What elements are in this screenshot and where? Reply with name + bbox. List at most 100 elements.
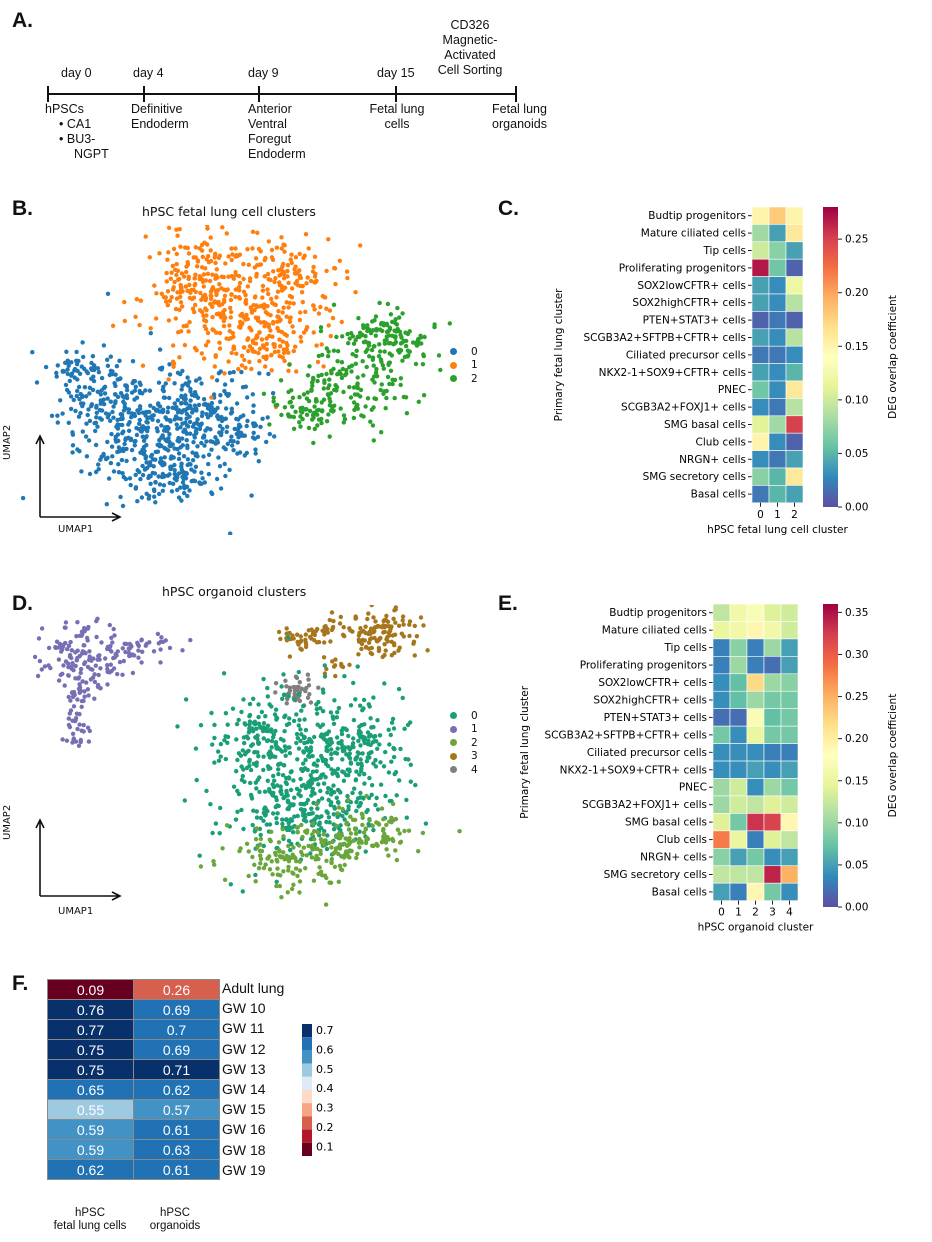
umap-point bbox=[309, 636, 314, 641]
umap-point bbox=[167, 432, 172, 437]
heatmap-cell bbox=[746, 725, 765, 744]
umap-point bbox=[113, 400, 118, 406]
umap-point bbox=[166, 225, 172, 230]
umap-point bbox=[391, 754, 397, 760]
heatmap-row-label: NKX2-1+SOX9+CFTR+ cells bbox=[560, 764, 707, 776]
umap-point bbox=[166, 405, 171, 410]
umap-point bbox=[130, 359, 136, 364]
umap-point bbox=[137, 417, 142, 423]
umap-point bbox=[297, 317, 303, 323]
timeline-line bbox=[47, 86, 517, 102]
umap-point bbox=[205, 426, 210, 431]
umap-point bbox=[380, 363, 385, 368]
umap-point bbox=[357, 803, 363, 808]
umap-point bbox=[438, 367, 443, 373]
umap-point bbox=[151, 649, 157, 654]
heatmap-cell bbox=[751, 380, 770, 399]
colorbar-segment bbox=[302, 1116, 312, 1130]
umap-point bbox=[154, 316, 159, 321]
umap-point bbox=[212, 364, 217, 369]
umap-point bbox=[167, 395, 172, 401]
umap-point bbox=[221, 318, 226, 324]
umap-point bbox=[382, 341, 388, 346]
umap-point bbox=[405, 722, 411, 728]
umap-point bbox=[375, 718, 380, 723]
umap-point bbox=[174, 405, 179, 410]
umap-point bbox=[87, 471, 93, 477]
umap-point bbox=[161, 384, 166, 389]
umap-point bbox=[367, 327, 372, 332]
umap-point bbox=[218, 486, 224, 491]
umap-point bbox=[280, 310, 285, 315]
umap-point bbox=[348, 760, 353, 765]
umap-point bbox=[148, 474, 153, 479]
umap-point bbox=[242, 357, 247, 363]
umap-point bbox=[241, 276, 246, 282]
umap-point bbox=[404, 411, 410, 416]
heatmap-cell bbox=[768, 363, 787, 382]
umap-point bbox=[398, 382, 403, 388]
umap-point bbox=[386, 362, 391, 367]
umap-point bbox=[144, 419, 149, 425]
umap-point bbox=[79, 364, 85, 369]
umap-point bbox=[69, 648, 75, 653]
umap-point bbox=[109, 635, 114, 640]
heatmap-cell bbox=[768, 311, 787, 330]
umap-point bbox=[404, 797, 409, 803]
umap-point bbox=[216, 455, 221, 460]
umap-point bbox=[392, 377, 398, 383]
umap-point bbox=[55, 363, 60, 368]
umap-point bbox=[257, 346, 263, 351]
umap-point bbox=[312, 404, 317, 409]
umap-point bbox=[260, 295, 265, 300]
umap-point bbox=[122, 318, 128, 324]
umap-point bbox=[201, 433, 207, 438]
umap-point bbox=[407, 329, 412, 334]
umap-point bbox=[209, 395, 214, 400]
umap-point bbox=[171, 246, 177, 252]
umap-point bbox=[373, 757, 378, 763]
umap-point bbox=[221, 445, 226, 450]
table-cell: 0.59 bbox=[47, 1139, 134, 1160]
umap-point bbox=[79, 704, 84, 709]
umap-point bbox=[241, 697, 246, 702]
umap-point bbox=[239, 311, 245, 317]
umap-point bbox=[339, 375, 345, 381]
umap-point bbox=[244, 750, 249, 755]
umap-point bbox=[84, 369, 89, 374]
umap-point bbox=[375, 746, 380, 751]
timeline-day-9: day 9 bbox=[248, 66, 279, 80]
umap-point bbox=[274, 245, 280, 250]
umap-point bbox=[89, 402, 95, 407]
umap-point bbox=[106, 476, 112, 481]
umap-point bbox=[159, 423, 164, 428]
umap-point bbox=[351, 680, 356, 686]
umap-point bbox=[256, 740, 261, 746]
umap-point bbox=[254, 304, 260, 310]
umap-point bbox=[183, 284, 188, 289]
umap-point bbox=[316, 417, 322, 422]
umap-point bbox=[414, 634, 420, 639]
umap-point bbox=[221, 671, 227, 676]
umap-point bbox=[319, 400, 324, 405]
umap-point bbox=[213, 260, 218, 266]
umap-point bbox=[250, 229, 256, 234]
umap-point bbox=[251, 409, 256, 415]
umap-point bbox=[371, 827, 376, 833]
umap-point bbox=[20, 495, 26, 501]
umap-point bbox=[387, 351, 392, 356]
umap-point bbox=[158, 456, 164, 461]
umap-point bbox=[361, 373, 366, 378]
umap-point bbox=[265, 287, 270, 292]
umap-point bbox=[180, 383, 185, 388]
umap-point bbox=[84, 454, 90, 459]
umap-point bbox=[250, 742, 255, 747]
umap-point bbox=[271, 773, 276, 779]
umap-point bbox=[165, 409, 170, 415]
umap-point bbox=[365, 396, 371, 401]
umap-point bbox=[297, 395, 302, 400]
umap-point bbox=[209, 710, 214, 716]
umap-point bbox=[355, 750, 360, 755]
umap-point bbox=[342, 748, 347, 753]
umap-point bbox=[269, 368, 274, 373]
